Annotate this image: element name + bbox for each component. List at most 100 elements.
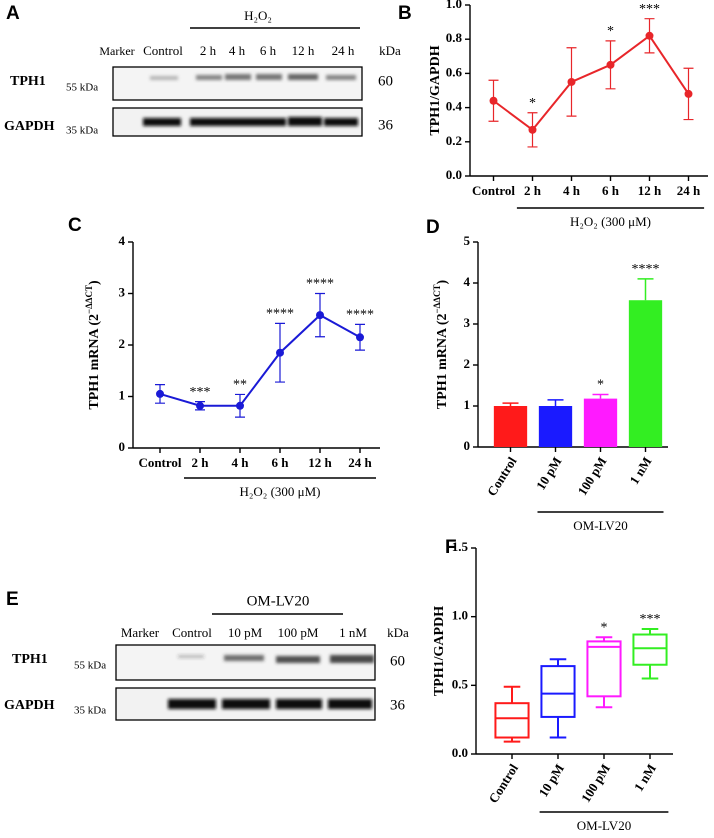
x-tick-label: 24 h xyxy=(677,183,701,198)
lane-label: Marker xyxy=(121,625,160,640)
group-label: OM-LV20 xyxy=(247,593,310,609)
whisker xyxy=(549,658,567,667)
y-label-text: TPH1 mRNA (2 xyxy=(87,314,102,410)
significance: * xyxy=(601,620,608,635)
box xyxy=(494,702,530,739)
group-label: OM-LV20 xyxy=(573,518,627,533)
row-label: GAPDH xyxy=(4,698,55,713)
row-label: GAPDH xyxy=(4,119,55,134)
lane-label: Marker xyxy=(99,44,134,58)
lane-label: 10 pM xyxy=(228,625,263,640)
lane-label: 1 nM xyxy=(339,625,367,640)
significance: **** xyxy=(306,277,334,292)
x-tick-label: Control xyxy=(138,455,181,470)
bands xyxy=(143,117,358,126)
y-tick-label: 0.4 xyxy=(446,99,463,114)
box xyxy=(586,640,622,698)
blot-e: OM-LV20 Marker Control 10 pM 100 pM 1 nM… xyxy=(4,593,409,721)
x-tick-label: 10 pM xyxy=(533,454,565,492)
size-label: 36 xyxy=(390,697,406,713)
y-label-sup: −ΔΔCT xyxy=(84,285,94,314)
point xyxy=(356,333,364,342)
size-label: 36 xyxy=(378,117,394,133)
significance: **** xyxy=(632,262,660,277)
box xyxy=(632,633,668,666)
unit-label: kDa xyxy=(387,625,409,640)
bands xyxy=(168,699,372,709)
y-tick-label: 0.8 xyxy=(446,30,463,45)
group-label: H₂O₂ (300 μM) xyxy=(570,214,651,229)
marker-label: 55 kDa xyxy=(66,82,98,94)
error-bar xyxy=(637,278,654,301)
y-axis-label: TPH1/GAPDH xyxy=(432,606,447,696)
panel-label: F xyxy=(445,537,457,558)
y-tick-label: 1.5 xyxy=(452,539,469,554)
y-tick-label: 1.0 xyxy=(452,608,468,623)
significance: *** xyxy=(640,612,661,627)
x-tick-label: 1 nM xyxy=(626,454,654,487)
y-tick-label: 4 xyxy=(464,274,471,289)
point xyxy=(645,31,654,40)
significance: * xyxy=(607,24,614,39)
marker-label: 55 kDa xyxy=(74,660,106,672)
bar xyxy=(493,406,528,447)
x-tick-label: 6 h xyxy=(602,183,620,198)
y-tick-label: 0 xyxy=(119,439,126,454)
whisker xyxy=(641,664,659,680)
x-tick-label: 24 h xyxy=(348,455,372,470)
y-tick-label: 5 xyxy=(464,233,471,248)
lane-label: 12 h xyxy=(292,43,315,58)
whisker xyxy=(503,685,521,704)
y-tick-label: 0.5 xyxy=(452,676,469,691)
y-axis-label: TPH1 mRNA (2−ΔΔCT) xyxy=(84,280,102,410)
whisker xyxy=(595,696,613,709)
y-label-text: TPH1/GAPDH xyxy=(432,606,447,696)
lane-label: Control xyxy=(143,43,183,58)
lane-label: 4 h xyxy=(229,43,246,58)
x-tick-label: 4 h xyxy=(232,455,250,470)
group-label: H₂O₂ (300 μM) xyxy=(239,484,320,499)
panel-label: B xyxy=(398,3,412,24)
bar xyxy=(583,398,618,447)
significance: *** xyxy=(190,385,211,400)
point xyxy=(276,348,284,357)
y-tick-label: 2 xyxy=(464,356,471,371)
whisker xyxy=(549,716,567,739)
y-label-text: TPH1 mRNA (2 xyxy=(435,313,450,409)
y-tick-label: 1 xyxy=(119,387,126,402)
panel-label: D xyxy=(426,217,440,238)
line xyxy=(159,313,361,407)
blot-box xyxy=(112,66,363,101)
box xyxy=(540,665,576,718)
point xyxy=(567,77,576,86)
significance: **** xyxy=(346,308,374,323)
panel-label: C xyxy=(68,215,82,236)
x-tick-label: 10 pM xyxy=(535,761,567,799)
bands xyxy=(178,655,374,663)
point xyxy=(316,311,324,320)
size-label: 60 xyxy=(378,73,393,89)
x-tick-label: Control xyxy=(472,183,515,198)
bar xyxy=(538,406,573,447)
blot-a: H₂O₂ Marker Control 2 h 4 h 6 h 12 h 24 … xyxy=(4,8,401,137)
group-label: H₂O₂ xyxy=(244,8,272,23)
x-tick-label: Control xyxy=(484,454,520,499)
y-label-tail: ) xyxy=(87,280,102,285)
x-tick-label: 1 nM xyxy=(631,761,659,794)
error-bar xyxy=(547,399,564,406)
line xyxy=(492,34,690,132)
y-tick-label: 4 xyxy=(119,233,126,248)
y-label-tail: ) xyxy=(435,280,450,285)
x-tick-label: 100 pM xyxy=(574,454,609,498)
lane-label: Control xyxy=(172,625,212,640)
point xyxy=(236,401,244,410)
y-tick-label: 0 xyxy=(464,438,471,453)
y-label-text: TPH1/GAPDH xyxy=(428,45,443,135)
bands xyxy=(150,74,356,80)
marker-label: 35 kDa xyxy=(74,705,106,717)
point xyxy=(489,96,498,105)
y-tick-label: 1.0 xyxy=(446,0,462,11)
x-tick-label: 12 h xyxy=(308,455,332,470)
point xyxy=(156,389,164,398)
